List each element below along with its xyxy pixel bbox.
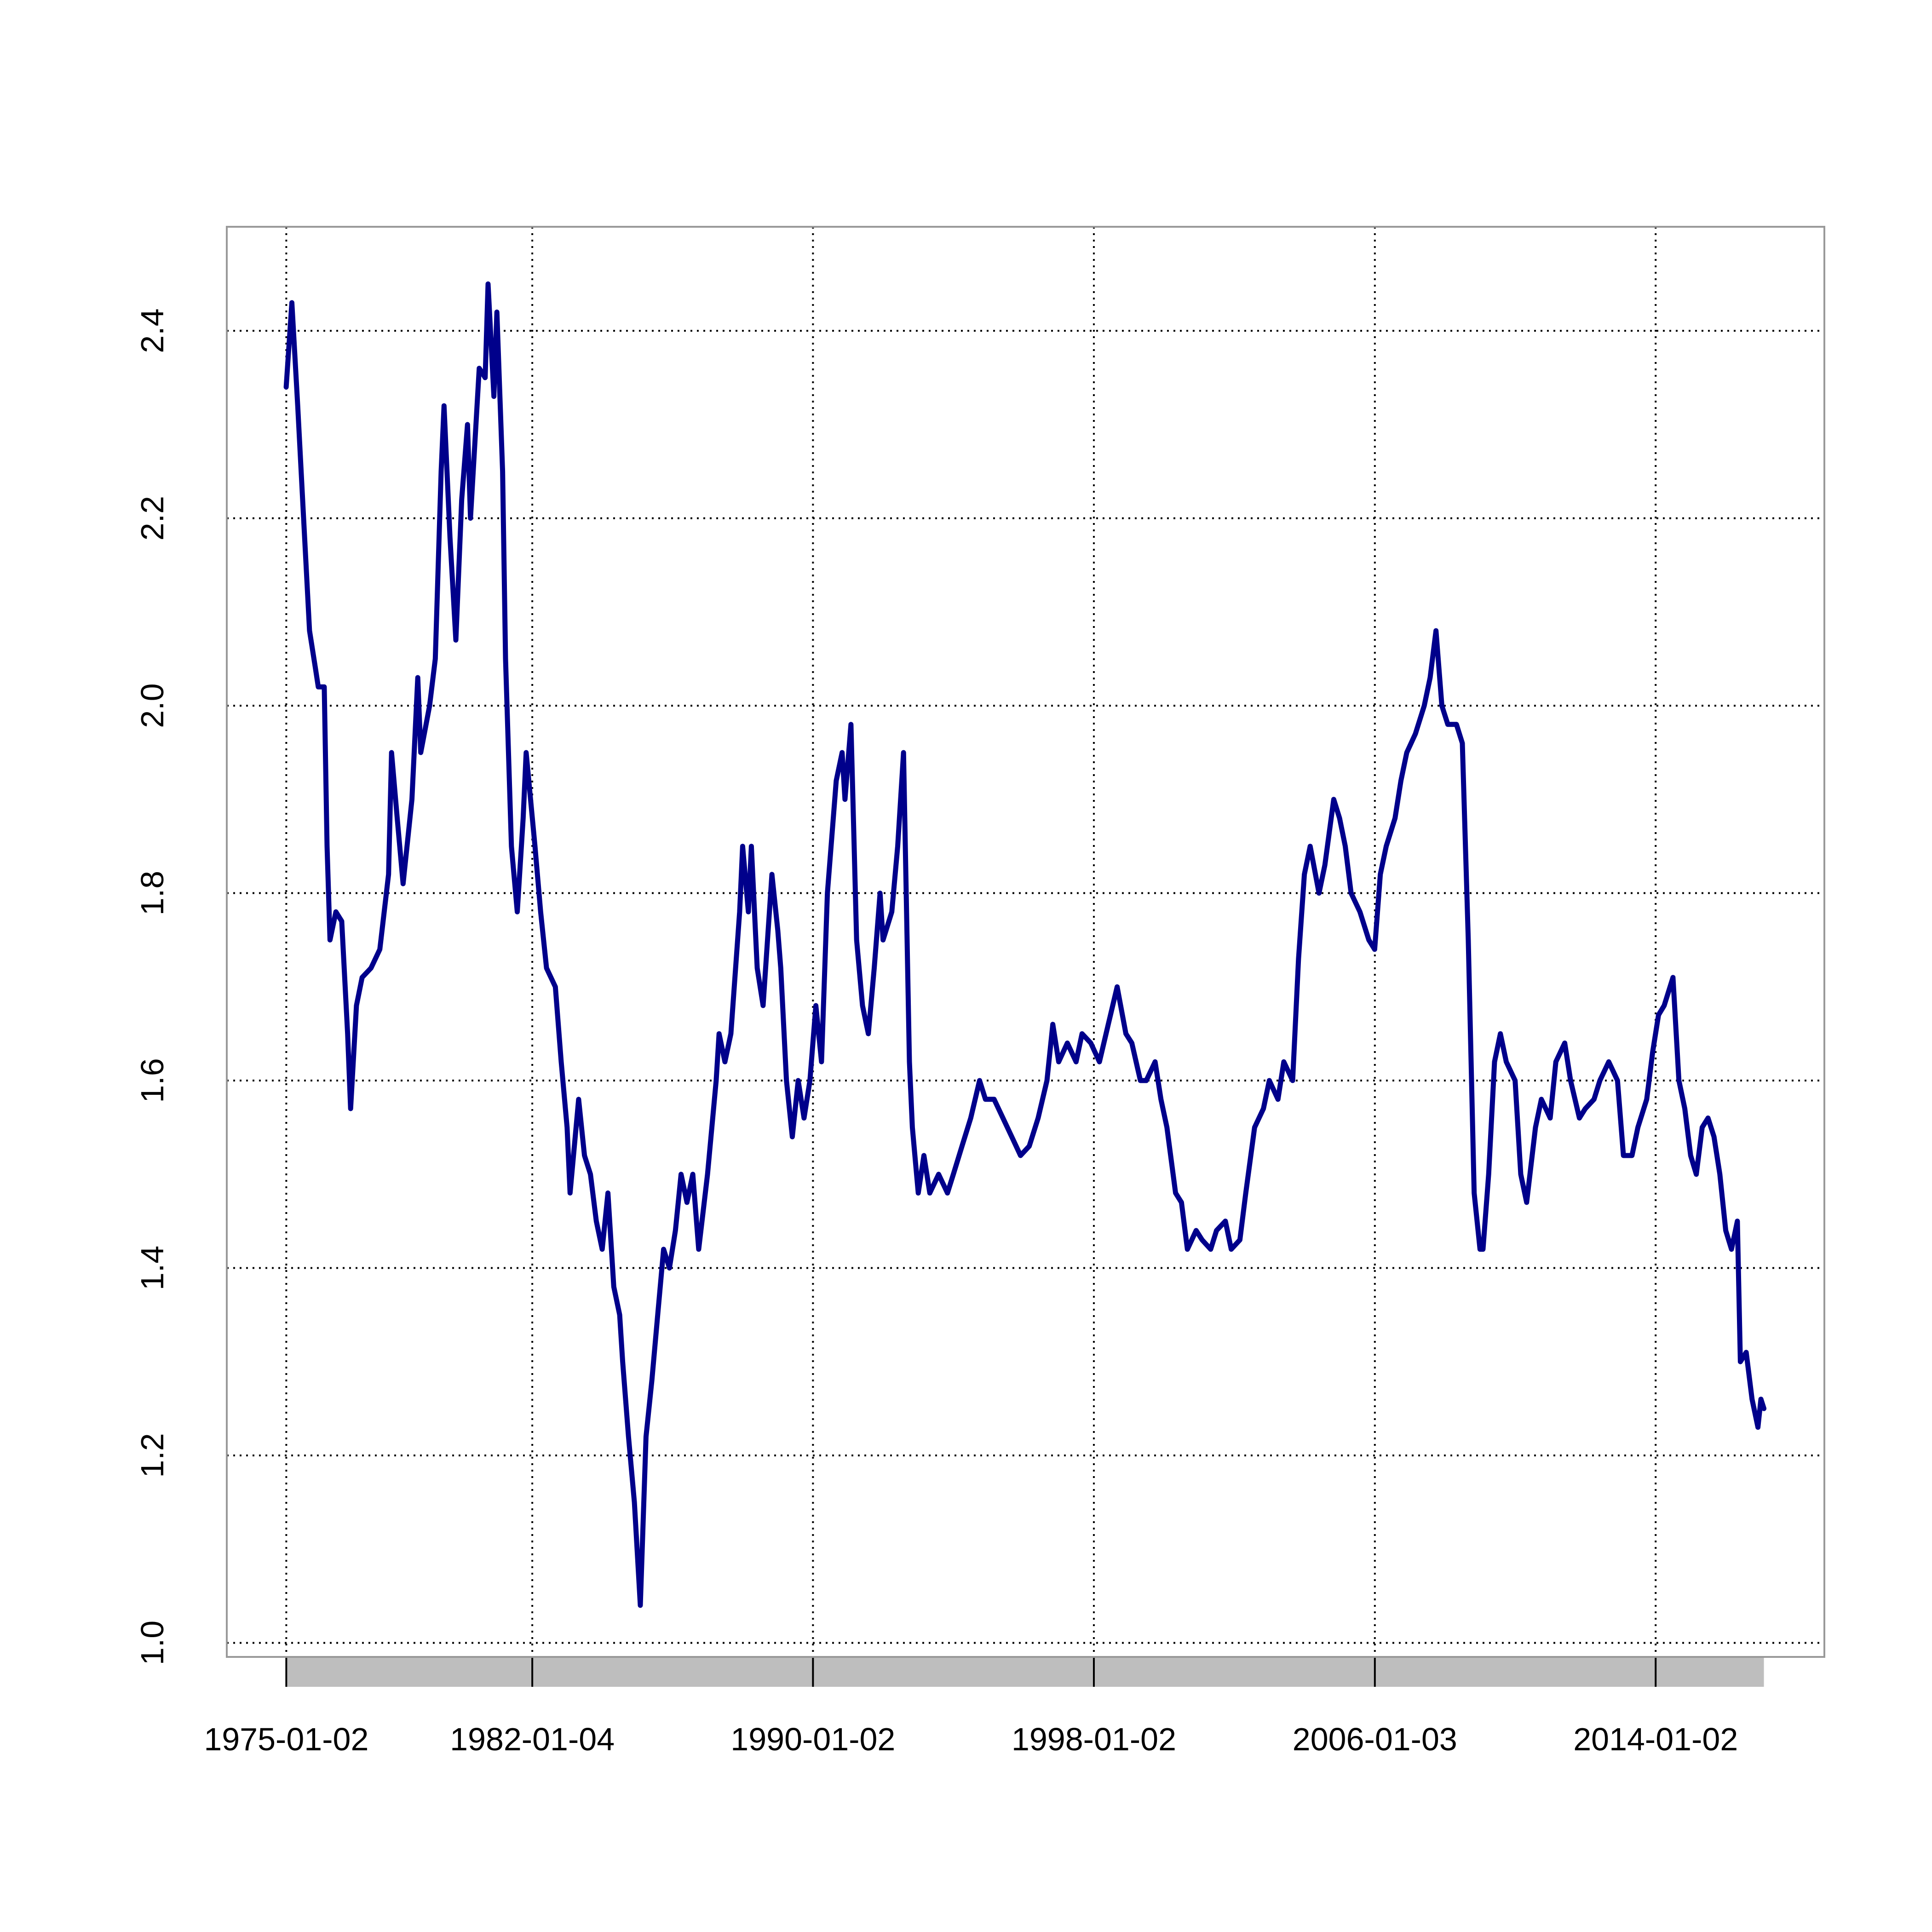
- x-tick-label: 1982-01-04: [450, 1721, 615, 1757]
- x-tick-label: 2014-01-02: [1573, 1721, 1738, 1757]
- line: [283, 281, 1767, 1608]
- y-tick-label: 1.8: [134, 871, 170, 915]
- x-tick-label: 1990-01-02: [730, 1721, 895, 1757]
- y-tick-label: 1.6: [134, 1058, 170, 1103]
- y-tick-label: 1.0: [134, 1621, 170, 1665]
- y-tick-label: 2.2: [134, 496, 170, 540]
- plot-frame: [226, 226, 1825, 1658]
- y-tick-label: 1.4: [134, 1246, 170, 1290]
- x-axis-bar: [286, 1657, 1764, 1687]
- y-tick-label: 1.2: [134, 1433, 170, 1478]
- x-tick-label: 2006-01-03: [1293, 1721, 1457, 1757]
- y-tick-label: 2.0: [134, 683, 170, 728]
- x-tick-label: 1998-01-02: [1012, 1721, 1176, 1757]
- x-tick-label: 1975-01-02: [204, 1721, 368, 1757]
- y-tick-label: 2.4: [134, 308, 170, 353]
